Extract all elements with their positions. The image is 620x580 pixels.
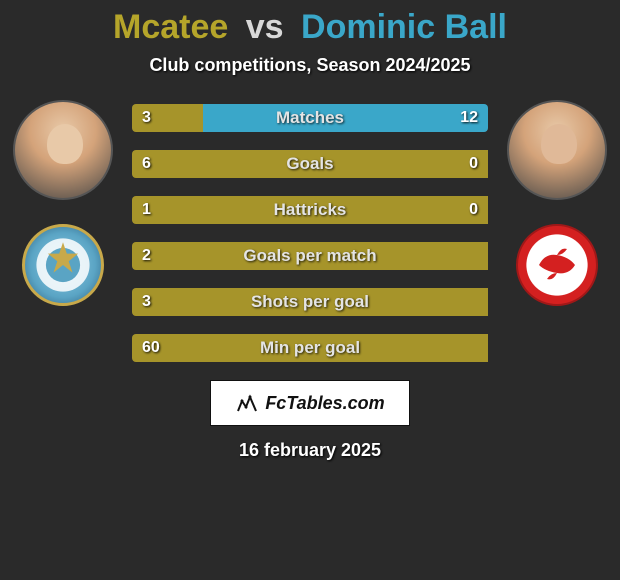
stats-bars: 3Matches12 6Goals0 1Hattricks0 2Goals per m… [118,104,502,362]
stat-row: 1Hattricks0 [132,196,488,224]
title-player2: Dominic Ball [301,8,507,46]
main-row: 3Matches12 6Goals0 1Hattricks0 2Goals per m… [0,100,620,362]
branding-box: FcTables.com [210,380,410,426]
title-player1: Mcatee [113,8,228,46]
branding-logo-icon [235,391,259,415]
left-column [8,100,118,306]
stat-value-right: 12 [460,109,478,127]
stat-row: 2Goals per match [132,242,488,270]
comparison-infographic: Mcatee vs Dominic Ball Club competitions… [0,0,620,461]
stat-label: Shots per goal [132,292,488,312]
player1-club-badge [22,224,104,306]
date-text: 16 february 2025 [0,440,620,461]
stat-label: Goals [132,154,488,174]
right-column [502,100,612,306]
title-vs: vs [246,8,284,46]
player2-club-badge [516,224,598,306]
stat-row: 6Goals0 [132,150,488,178]
dragon-icon [527,235,587,295]
stat-label: Min per goal [132,338,488,358]
stat-row: 60Min per goal [132,334,488,362]
stat-label: Matches [132,108,488,128]
branding-text: FcTables.com [265,393,384,414]
player2-avatar [507,100,607,200]
player1-avatar [13,100,113,200]
stat-row: 3Matches12 [132,104,488,132]
shield-icon [25,227,101,303]
stat-label: Goals per match [132,246,488,266]
stat-label: Hattricks [132,200,488,220]
subtitle: Club competitions, Season 2024/2025 [0,55,620,76]
stat-value-right: 0 [469,201,478,219]
page-title: Mcatee vs Dominic Ball [0,8,620,47]
stat-value-right: 0 [469,155,478,173]
stat-row: 3Shots per goal [132,288,488,316]
